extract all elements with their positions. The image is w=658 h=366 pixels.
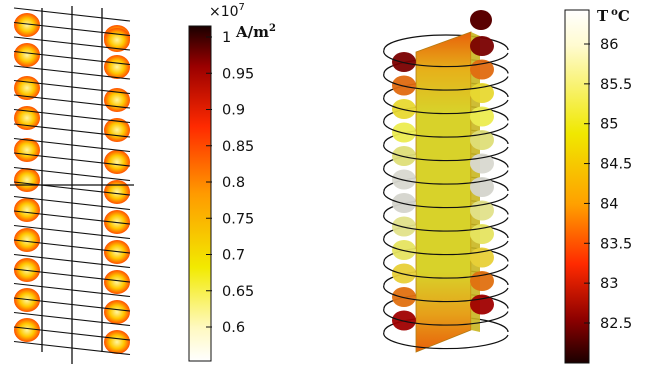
right-spot-top bbox=[104, 28, 130, 52]
left-spot-8 bbox=[14, 228, 40, 252]
temperature-tick-label: 85 bbox=[600, 117, 618, 133]
turn-disc-top bbox=[470, 10, 492, 30]
turn-disc-left bbox=[392, 287, 416, 307]
temperature-tick-label: 83 bbox=[600, 276, 618, 292]
current-density-tick-label: 0.95 bbox=[222, 66, 254, 82]
turn-disc-left bbox=[392, 169, 416, 190]
current-density-unit-label: A/m2 bbox=[235, 23, 276, 41]
current-density-tick-label: 0.7 bbox=[222, 248, 245, 264]
turn-front-arc bbox=[383, 120, 509, 138]
turn-disc-left bbox=[392, 146, 416, 166]
current-density-tick-label: 0.9 bbox=[222, 103, 245, 119]
temperature-tick-label: 82.5 bbox=[600, 316, 632, 332]
current-density-coil-view bbox=[10, 6, 134, 364]
turn-front-arc bbox=[383, 214, 509, 232]
current-density-tick-label: 0.75 bbox=[222, 211, 254, 227]
core-front-face bbox=[415, 31, 472, 353]
left-spot-2 bbox=[14, 43, 40, 67]
coil-front-turns bbox=[383, 49, 509, 350]
temperature-tick-label: 86 bbox=[600, 37, 618, 53]
left-spot-5 bbox=[14, 138, 40, 162]
colorbar-multiplier: ×107 bbox=[209, 2, 245, 20]
turn-disc-left bbox=[392, 52, 416, 72]
turn-disc-left bbox=[392, 122, 416, 143]
current-density-tick-label: 0.8 bbox=[222, 175, 245, 191]
current-density-tick-label: 1 bbox=[222, 30, 231, 46]
temperature-tick-label: 84.5 bbox=[600, 157, 632, 173]
left-spot-1 bbox=[14, 13, 40, 37]
turn-front-arc bbox=[383, 308, 509, 326]
temperature-tick-label: 85.5 bbox=[600, 77, 632, 93]
turn-front-arc bbox=[383, 190, 509, 209]
temperature-tick-label: 83.5 bbox=[600, 236, 632, 252]
turn-front-arc bbox=[383, 167, 509, 185]
turn-front-arc bbox=[383, 49, 509, 68]
turn-front-arc bbox=[383, 261, 509, 279]
turn-disc-left bbox=[392, 216, 416, 237]
temperature-tick-label: 84 bbox=[600, 196, 618, 212]
coil-cross-section-spots bbox=[14, 13, 130, 354]
turn-front-arc bbox=[383, 73, 509, 91]
right-spot-11 bbox=[104, 330, 130, 354]
current-density-tick-label: 0.85 bbox=[222, 139, 254, 155]
temperature-tick-labels: 86 85.5 85 84.5 84 83.5 83 82.5 bbox=[584, 37, 632, 332]
left-spot-7 bbox=[14, 198, 40, 222]
right-spot-10 bbox=[104, 300, 130, 324]
right-spot-9 bbox=[104, 270, 130, 294]
turn-front-arc bbox=[383, 96, 509, 115]
turn-front-arc bbox=[383, 143, 509, 162]
turn-disc-left bbox=[392, 240, 416, 260]
right-spot-5 bbox=[104, 150, 130, 174]
temperature-colorbar-gradient bbox=[564, 9, 590, 364]
turn-disc-left bbox=[392, 263, 416, 284]
right-spot-2 bbox=[104, 55, 130, 79]
left-spot-3 bbox=[14, 76, 40, 100]
turn-disc-right bbox=[470, 36, 494, 56]
turn-front-arc bbox=[383, 237, 509, 256]
right-spot-6 bbox=[104, 180, 130, 204]
current-density-tick-labels: 1 0.95 0.9 0.85 0.8 0.75 0.7 0.65 0.6 bbox=[206, 30, 254, 336]
current-density-colorbar: ×107 A/m2 1 0.95 0.9 0.85 0.8 0.75 0.7 0.65 0.6 bbox=[188, 2, 276, 362]
turn-disc-left bbox=[392, 193, 416, 213]
turn-front-arc bbox=[383, 331, 509, 350]
current-density-colorbar-gradient bbox=[188, 25, 212, 362]
turn-disc-left bbox=[392, 75, 416, 96]
turn-back-arc bbox=[383, 34, 509, 51]
turn-disc-left bbox=[392, 310, 416, 331]
turn-disc-left bbox=[392, 99, 416, 119]
turn-front-arc bbox=[383, 284, 509, 303]
current-density-tick-label: 0.6 bbox=[222, 320, 245, 336]
left-spot-6 bbox=[14, 168, 40, 192]
current-density-tick-label: 0.65 bbox=[222, 284, 254, 300]
temperature-coil-3d-view bbox=[383, 10, 509, 353]
left-spot-11 bbox=[14, 318, 40, 342]
